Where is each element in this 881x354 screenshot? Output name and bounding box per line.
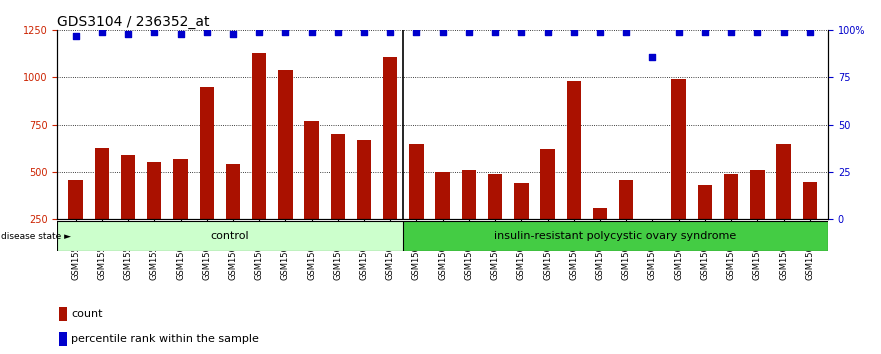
Point bbox=[803, 29, 817, 35]
Bar bbox=[566, 81, 581, 267]
Bar bbox=[278, 70, 292, 267]
Bar bbox=[147, 162, 161, 267]
Bar bbox=[305, 121, 319, 267]
Text: GDS3104 / 236352_at: GDS3104 / 236352_at bbox=[57, 15, 210, 29]
Point bbox=[226, 31, 240, 37]
Point bbox=[383, 29, 397, 35]
Point bbox=[646, 54, 660, 59]
Bar bbox=[330, 134, 345, 267]
Point bbox=[305, 29, 319, 35]
Bar bbox=[121, 155, 136, 267]
Bar bbox=[619, 180, 633, 267]
Bar bbox=[199, 87, 214, 267]
Bar bbox=[671, 79, 686, 267]
Text: control: control bbox=[211, 231, 249, 241]
Bar bbox=[60, 307, 67, 321]
Point bbox=[776, 29, 790, 35]
Point bbox=[671, 29, 685, 35]
Bar bbox=[645, 231, 660, 267]
Bar bbox=[750, 170, 765, 267]
Point bbox=[566, 29, 581, 35]
Point bbox=[698, 29, 712, 35]
Bar bbox=[403, 221, 828, 251]
Bar bbox=[488, 174, 502, 267]
Point bbox=[69, 33, 83, 39]
Bar bbox=[803, 182, 817, 267]
Point bbox=[200, 29, 214, 35]
Point bbox=[515, 29, 529, 35]
Point bbox=[95, 29, 109, 35]
Point bbox=[751, 29, 765, 35]
Bar bbox=[540, 149, 555, 267]
Text: insulin-resistant polycystic ovary syndrome: insulin-resistant polycystic ovary syndr… bbox=[494, 231, 737, 241]
Point bbox=[121, 31, 135, 37]
Point bbox=[410, 29, 424, 35]
Bar bbox=[69, 180, 83, 267]
Point bbox=[462, 29, 476, 35]
Bar bbox=[174, 159, 188, 267]
Text: percentile rank within the sample: percentile rank within the sample bbox=[71, 334, 259, 344]
Point bbox=[147, 29, 161, 35]
Bar bbox=[226, 164, 241, 267]
Bar bbox=[357, 140, 371, 267]
Bar bbox=[776, 144, 791, 267]
Bar bbox=[593, 208, 607, 267]
Bar bbox=[724, 174, 738, 267]
Point bbox=[619, 29, 633, 35]
Point bbox=[593, 29, 607, 35]
Text: count: count bbox=[71, 309, 103, 319]
Point bbox=[357, 29, 371, 35]
Point bbox=[174, 31, 188, 37]
Point bbox=[541, 29, 555, 35]
Bar bbox=[60, 332, 67, 346]
Bar bbox=[57, 221, 403, 251]
Point bbox=[488, 29, 502, 35]
Bar bbox=[252, 53, 266, 267]
Bar bbox=[410, 144, 424, 267]
Bar bbox=[94, 148, 109, 267]
Point bbox=[330, 29, 344, 35]
Bar bbox=[435, 172, 450, 267]
Point bbox=[278, 29, 292, 35]
Point bbox=[252, 29, 266, 35]
Point bbox=[436, 29, 450, 35]
Bar bbox=[515, 183, 529, 267]
Bar bbox=[462, 170, 476, 267]
Point bbox=[724, 29, 738, 35]
Bar bbox=[383, 57, 397, 267]
Bar bbox=[698, 185, 712, 267]
Text: disease state ►: disease state ► bbox=[1, 232, 70, 241]
